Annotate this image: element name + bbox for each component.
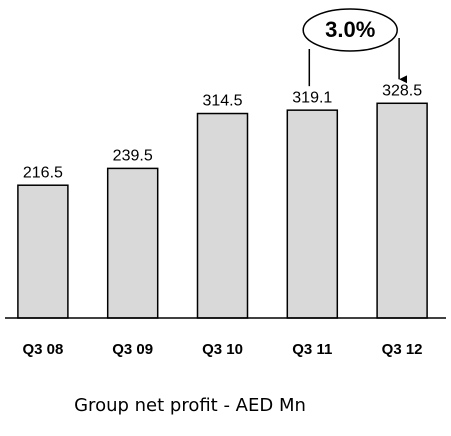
bar — [17, 184, 69, 319]
annotation-ellipse — [302, 8, 398, 52]
bar — [196, 112, 249, 319]
value-label: 319.1 — [292, 89, 332, 106]
x-tick-label: Q3 11 — [292, 341, 332, 358]
x-tick-label: Q3 08 — [22, 341, 63, 358]
x-tick-label: Q3 12 — [382, 341, 423, 358]
bar — [106, 167, 159, 319]
bar — [376, 102, 428, 319]
bar — [286, 109, 339, 319]
value-label: 314.5 — [202, 93, 242, 110]
x-tick-label: Q3 10 — [202, 341, 243, 358]
value-label: 239.5 — [113, 148, 153, 165]
value-label: 328.5 — [382, 83, 422, 100]
x-tick-label: Q3 09 — [112, 341, 153, 358]
chart-caption: Group net profit - AED Mn — [74, 395, 306, 416]
annotation-text: 3.0% — [325, 17, 375, 42]
value-label: 216.5 — [23, 164, 63, 181]
